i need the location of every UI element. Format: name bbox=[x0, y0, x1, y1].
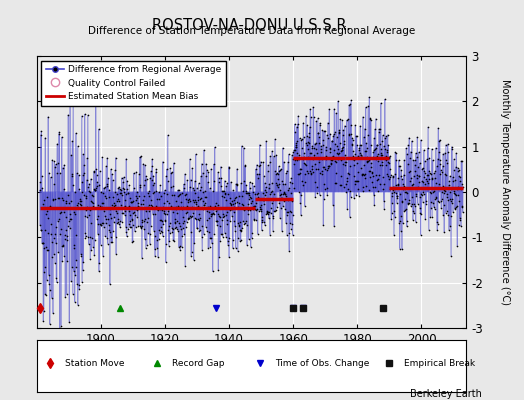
Text: Record Gap: Record Gap bbox=[172, 359, 224, 368]
Legend: Difference from Regional Average, Quality Control Failed, Estimated Station Mean: Difference from Regional Average, Qualit… bbox=[41, 60, 226, 106]
Text: ROSTOV-NA-DONU U.S.S.R.: ROSTOV-NA-DONU U.S.S.R. bbox=[152, 18, 351, 33]
Text: Station Move: Station Move bbox=[64, 359, 124, 368]
Text: Berkeley Earth: Berkeley Earth bbox=[410, 389, 482, 399]
Text: Empirical Break: Empirical Break bbox=[404, 359, 475, 368]
Text: Difference of Station Temperature Data from Regional Average: Difference of Station Temperature Data f… bbox=[88, 26, 415, 36]
Y-axis label: Monthly Temperature Anomaly Difference (°C): Monthly Temperature Anomaly Difference (… bbox=[500, 79, 510, 305]
Text: Time of Obs. Change: Time of Obs. Change bbox=[275, 359, 369, 368]
